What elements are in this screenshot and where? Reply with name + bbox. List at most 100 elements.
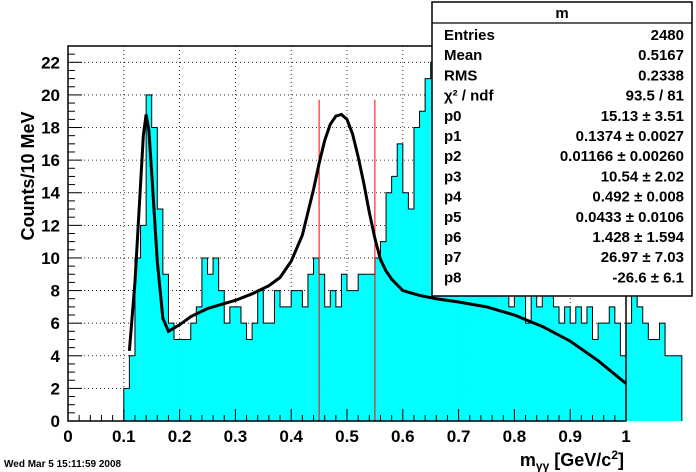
histogram-bar — [268, 323, 275, 421]
stats-row-label: p0 — [444, 108, 462, 125]
x-tick-label: 0.4 — [279, 427, 303, 446]
histogram-bar — [229, 306, 236, 421]
histogram-bar — [620, 355, 627, 421]
x-axis-title-unit: [GeV/c — [549, 450, 611, 470]
date-stamp: Wed Mar 5 15:11:59 2008 — [4, 459, 122, 470]
histogram-bar — [570, 323, 577, 421]
histogram-bar — [369, 274, 376, 421]
x-tick-label: 1 — [621, 427, 630, 446]
fit-curve — [127, 112, 627, 385]
stats-row-label: Entries — [444, 27, 495, 44]
x-tick-label: 0 — [63, 427, 72, 446]
histogram-bar — [464, 241, 471, 421]
histogram-bar — [469, 225, 476, 421]
histogram-bar — [542, 290, 549, 421]
x-axis-title-superscript: 2 — [611, 448, 618, 462]
stats-row-label: p2 — [444, 148, 462, 165]
histogram-bar — [408, 209, 415, 421]
histogram-bar — [274, 290, 281, 421]
histogram-bar — [307, 274, 314, 421]
histogram-bar — [525, 323, 532, 421]
histogram-bar — [341, 274, 348, 421]
stats-row-value: 1.428 ± 1.594 — [592, 229, 684, 246]
stats-rows: Entries 2480 Mean 0.5167 RMS 0.2338 χ² / ndf 93… — [444, 27, 685, 286]
stats-row-value: 93.5 / 81 — [626, 88, 684, 105]
histogram-bar — [246, 339, 253, 421]
stats-row-value: 26.97 ± 7.03 — [601, 249, 684, 266]
stats-row-value: 15.13 ± 3.51 — [601, 108, 684, 125]
histogram-bar — [157, 209, 164, 421]
histogram-bar — [257, 290, 264, 421]
stats-row-label: Mean — [444, 47, 482, 64]
y-tick-label: 2 — [51, 379, 60, 398]
histogram-bar — [129, 355, 136, 421]
histogram-bars — [123, 62, 683, 422]
x-tick-label: 0.8 — [503, 427, 527, 446]
x-tick-label: 0.7 — [447, 427, 471, 446]
histogram-bar — [363, 274, 370, 421]
histogram-bar — [151, 127, 158, 422]
stats-box: m Entries 2480 Mean 0.5167 RMS 0.2338 χ² / ndf… — [431, 1, 693, 297]
histogram-bar — [547, 290, 554, 421]
histogram-bar — [648, 339, 655, 421]
histogram-bar — [123, 388, 130, 421]
histogram-bar — [207, 274, 214, 421]
histogram-bar — [319, 274, 325, 421]
y-tick-label: 10 — [41, 249, 60, 268]
x-axis-title-close: ] — [618, 450, 624, 470]
histogram-bar — [213, 257, 219, 421]
histogram-bar — [134, 257, 141, 421]
histogram-bar — [347, 290, 353, 421]
x-tick-labels: 0 0.1 0.2 0.3 0.4 0.5 0.6 0.7 0.8 0.9 1 — [63, 427, 630, 446]
histogram-bar — [280, 306, 286, 421]
histogram-bar — [575, 306, 582, 421]
histogram-bar — [497, 257, 504, 421]
histogram-bar — [380, 241, 387, 421]
stats-box-frame — [431, 1, 693, 297]
y-tick-label: 16 — [41, 151, 60, 170]
histogram-bar — [386, 192, 392, 421]
histogram-bar — [492, 274, 498, 421]
histogram-bar — [458, 209, 465, 421]
stats-row-label: p3 — [444, 168, 462, 185]
histogram-bar — [302, 306, 309, 421]
histogram-bar — [486, 257, 493, 421]
histogram-bar — [196, 306, 203, 421]
histogram-bar — [670, 355, 677, 421]
histogram-bar — [665, 355, 671, 421]
histogram-bar — [676, 355, 683, 421]
stats-row-label: p7 — [444, 249, 462, 266]
histogram-outline — [123, 61, 683, 421]
histogram-bar — [335, 306, 342, 421]
histogram-bar — [425, 78, 431, 421]
y-tick-label: 8 — [51, 282, 60, 301]
y-tick-label: 0 — [51, 412, 60, 431]
histogram-bar — [475, 257, 482, 421]
histogram-bar — [559, 323, 565, 421]
histogram-bar — [358, 274, 365, 421]
histogram-bar — [397, 143, 404, 421]
stats-row-value: 2480 — [651, 27, 684, 44]
x-tick-label: 0.3 — [224, 427, 248, 446]
histogram-bar — [324, 306, 331, 421]
stats-title: m — [555, 5, 568, 22]
histogram-bar — [598, 323, 604, 421]
y-tick-label: 4 — [51, 347, 61, 366]
y-axis-title: Counts/10 MeV — [18, 111, 38, 240]
histogram-bar — [609, 306, 616, 421]
histogram-bar — [637, 306, 644, 421]
stats-row-label: p5 — [444, 209, 462, 226]
histogram-bar — [631, 290, 638, 421]
stats-row-label: RMS — [444, 67, 477, 84]
histogram-bar — [162, 274, 169, 421]
histogram-bar — [201, 257, 208, 421]
y-tick-label: 18 — [41, 119, 60, 138]
histogram-bar — [185, 339, 192, 421]
histogram-bar — [391, 176, 398, 421]
axes — [67, 45, 627, 422]
stats-row-value: 0.1374 ± 0.0027 — [576, 128, 684, 145]
histogram-bar — [218, 290, 225, 421]
y-tick-labels: 0 2 4 6 8 10 12 14 16 18 20 22 — [41, 53, 60, 431]
x-axis-title-main: m — [520, 450, 536, 470]
